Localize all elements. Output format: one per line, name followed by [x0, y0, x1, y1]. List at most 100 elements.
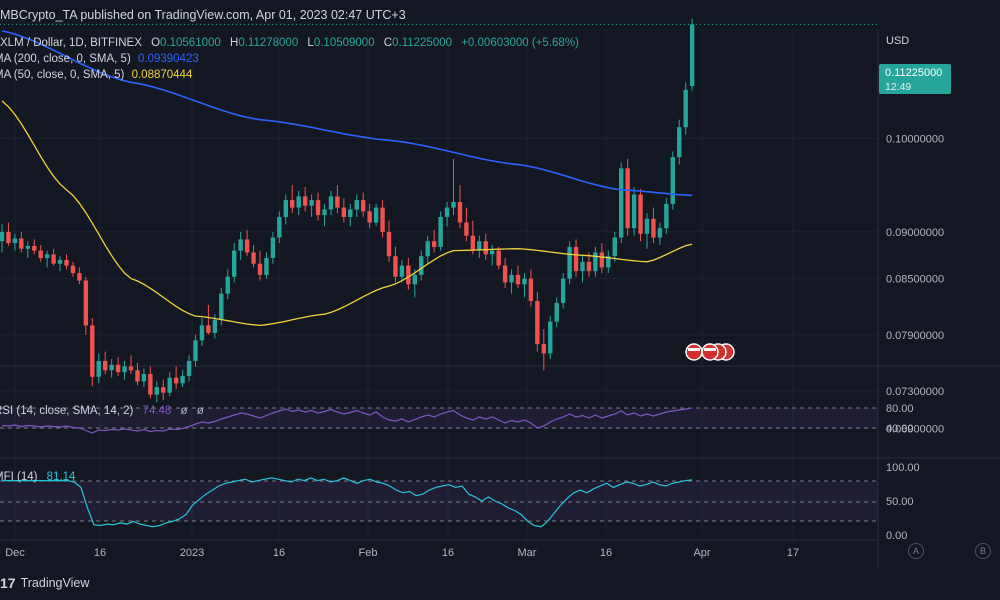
candle-body [328, 196, 334, 210]
chart-background [0, 30, 878, 567]
candle-body [496, 250, 501, 266]
candle-body [83, 280, 89, 326]
candle-body [451, 201, 456, 208]
candle-body [586, 261, 592, 272]
candle-body [219, 293, 224, 320]
candle-body [25, 245, 30, 249]
settings-b-button[interactable]: B [975, 543, 991, 559]
candle-body [470, 235, 476, 251]
candle-body [44, 254, 50, 259]
candle-body [232, 250, 237, 277]
legend-sma200: MA (200, close, 0, SMA, 5) 0.09390423 [0, 53, 199, 65]
price-tick-label: 0.06900000 [886, 423, 944, 435]
mfi-tick-label: 50.00 [886, 496, 914, 508]
candle-body [515, 274, 521, 285]
candle-body [0, 231, 5, 242]
candle-body [12, 238, 18, 244]
candle-body [573, 246, 579, 272]
candle-body [406, 265, 411, 285]
candle-body [619, 168, 624, 238]
candle-body [528, 278, 534, 302]
candle-body [593, 252, 598, 272]
candle-body [296, 196, 301, 208]
time-tick-label: Feb [359, 547, 378, 559]
candle-body [180, 375, 185, 384]
time-tick-label: Apr [693, 547, 710, 559]
price-tick-label: 0.07900000 [886, 330, 944, 342]
candle-body [670, 157, 675, 204]
candle-body [464, 222, 469, 236]
candle-body [90, 325, 95, 377]
candle-body [270, 237, 276, 259]
candle-body [322, 209, 327, 216]
candle-body [431, 241, 437, 247]
candle-body [502, 265, 508, 283]
publish-info: MBCrypto_TA published on TradingView.com… [0, 8, 406, 22]
event-flag-icon[interactable] [701, 343, 719, 361]
candle-body [244, 239, 250, 253]
candle-body [483, 241, 488, 255]
candles [0, 18, 695, 403]
candle-body [38, 250, 43, 259]
candle-body [657, 228, 663, 238]
candle-body [509, 274, 514, 283]
price-tick-label: 0.07300000 [886, 386, 944, 398]
candle-body [664, 203, 669, 229]
time-tick-label: 16 [273, 547, 285, 559]
legend-mfi: MFI (14) 81.14 [0, 471, 76, 483]
event-flag-icon[interactable] [685, 343, 703, 361]
rsi-line [1, 407, 693, 434]
candle-body [264, 258, 269, 275]
candle-body [490, 250, 495, 255]
candle-body [335, 196, 340, 208]
candle-body [277, 216, 282, 238]
candle-body [438, 216, 443, 247]
time-tick-label: 16 [442, 547, 454, 559]
candle-body [103, 360, 108, 371]
time-tick-label: 2023 [180, 547, 204, 559]
event-markers[interactable] [685, 343, 735, 361]
auto-scale-button[interactable]: A [908, 543, 924, 559]
candle-body [457, 201, 463, 223]
candle-body [367, 211, 372, 223]
candle-body [251, 252, 256, 264]
candle-body [109, 364, 114, 371]
candle-body [128, 366, 134, 371]
top-bar: MBCrypto_TA published on TradingView.com… [0, 0, 1000, 30]
tradingview-logo[interactable]: 17 TradingView [0, 575, 89, 591]
candle-body [186, 360, 192, 376]
candle-body [70, 265, 76, 274]
candle-body [199, 325, 205, 341]
candle-body [412, 274, 417, 285]
countdown-value: 12:49 [885, 81, 911, 93]
candle-body [631, 194, 637, 229]
price-chart[interactable]: XLM / Dollar, 1D, BITFINEX O0.10561000 H… [0, 0, 1000, 568]
candle-body [77, 273, 82, 281]
rsi-band [0, 408, 878, 428]
last-price-badge [879, 64, 951, 94]
candle-body [96, 360, 101, 377]
candle-body [612, 237, 617, 257]
candle-body [522, 278, 527, 285]
candle-body [341, 207, 347, 217]
time-axis-labels: Dec 16 2023 16 Feb 16 Mar 16 Apr 17 [5, 547, 799, 559]
candle-body [141, 374, 147, 382]
candle-body [122, 366, 127, 373]
currency-label: USD [886, 35, 909, 47]
candle-body [6, 231, 11, 244]
event-flag-stripe [688, 348, 700, 351]
rsi-tick-label: 40.00 [886, 423, 914, 435]
candle-body [580, 261, 585, 272]
price-tick-label: 0.10000000 [886, 133, 944, 145]
candle-body [606, 256, 611, 268]
rsi-tick-label: 80.00 [886, 403, 914, 415]
mfi-tick-label: 0.00 [886, 530, 907, 542]
candle-body [348, 209, 353, 217]
candle-body [115, 364, 121, 373]
candle-body [541, 344, 546, 354]
candle-body [283, 200, 288, 217]
candle-body [548, 321, 553, 354]
candle-body [689, 24, 695, 87]
bottom-bar [0, 568, 1000, 600]
candle-body [599, 252, 605, 268]
